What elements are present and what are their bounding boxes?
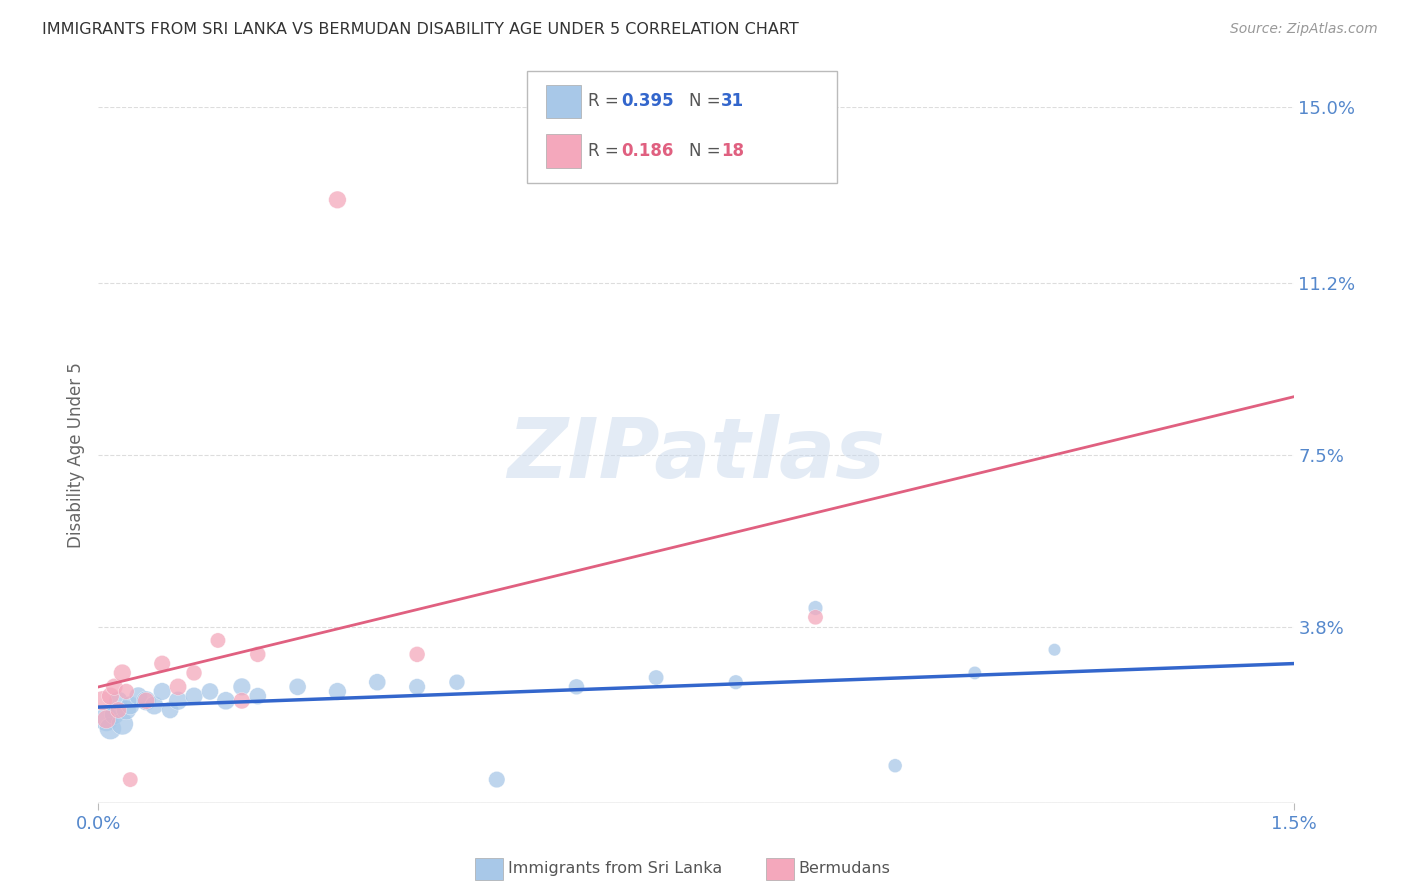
- Point: [326, 684, 349, 698]
- Point: [98, 722, 122, 736]
- Text: ZIPatlas: ZIPatlas: [508, 415, 884, 495]
- Point: [207, 633, 229, 648]
- Point: [96, 712, 118, 726]
- Point: [1043, 642, 1066, 657]
- Point: [135, 694, 157, 708]
- Point: [183, 665, 205, 680]
- Point: [366, 675, 388, 690]
- Text: 0.395: 0.395: [621, 93, 673, 111]
- Point: [246, 689, 269, 703]
- Text: 0.186: 0.186: [621, 142, 673, 160]
- Point: [135, 694, 157, 708]
- Text: R =: R =: [588, 142, 624, 160]
- Point: [446, 675, 468, 690]
- Point: [115, 684, 138, 698]
- Point: [167, 680, 190, 694]
- Text: Immigrants from Sri Lanka: Immigrants from Sri Lanka: [508, 862, 721, 876]
- Point: [485, 772, 508, 787]
- Point: [103, 680, 125, 694]
- Point: [645, 671, 668, 685]
- Point: [183, 689, 205, 703]
- Point: [287, 680, 309, 694]
- Point: [246, 648, 269, 662]
- Point: [103, 707, 125, 722]
- Point: [120, 772, 142, 787]
- Point: [127, 689, 149, 703]
- Point: [120, 698, 142, 713]
- Point: [150, 657, 173, 671]
- Text: Source: ZipAtlas.com: Source: ZipAtlas.com: [1230, 22, 1378, 37]
- Text: 31: 31: [721, 93, 744, 111]
- Point: [724, 675, 747, 690]
- Point: [231, 680, 253, 694]
- Point: [215, 694, 238, 708]
- Point: [167, 694, 190, 708]
- Point: [198, 684, 221, 698]
- Point: [111, 665, 134, 680]
- Text: N =: N =: [689, 93, 725, 111]
- Text: IMMIGRANTS FROM SRI LANKA VS BERMUDAN DISABILITY AGE UNDER 5 CORRELATION CHART: IMMIGRANTS FROM SRI LANKA VS BERMUDAN DI…: [42, 22, 799, 37]
- Text: 18: 18: [721, 142, 744, 160]
- Point: [406, 648, 429, 662]
- Point: [565, 680, 588, 694]
- Y-axis label: Disability Age Under 5: Disability Age Under 5: [67, 362, 86, 548]
- Point: [231, 694, 253, 708]
- Point: [96, 712, 118, 726]
- Point: [159, 703, 181, 717]
- Point: [884, 758, 907, 772]
- Point: [326, 193, 349, 207]
- Point: [111, 717, 134, 731]
- Point: [963, 665, 986, 680]
- Point: [406, 680, 429, 694]
- Point: [804, 610, 827, 624]
- Point: [107, 694, 129, 708]
- Point: [150, 684, 173, 698]
- Point: [115, 703, 138, 717]
- Text: N =: N =: [689, 142, 725, 160]
- Text: R =: R =: [588, 93, 624, 111]
- Point: [804, 601, 827, 615]
- Text: Bermudans: Bermudans: [799, 862, 890, 876]
- Point: [91, 694, 114, 708]
- Point: [143, 698, 166, 713]
- Point: [98, 689, 122, 703]
- Point: [107, 703, 129, 717]
